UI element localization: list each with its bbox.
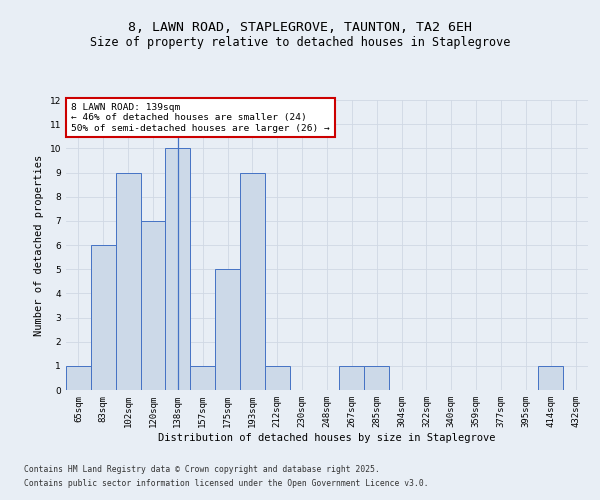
Bar — [116, 172, 140, 390]
Text: 8 LAWN ROAD: 139sqm
← 46% of detached houses are smaller (24)
50% of semi-detach: 8 LAWN ROAD: 139sqm ← 46% of detached ho… — [71, 103, 330, 132]
Bar — [240, 172, 265, 390]
Bar — [538, 366, 563, 390]
Bar — [265, 366, 290, 390]
Text: Size of property relative to detached houses in Staplegrove: Size of property relative to detached ho… — [90, 36, 510, 49]
Bar — [91, 245, 116, 390]
Text: Contains HM Land Registry data © Crown copyright and database right 2025.: Contains HM Land Registry data © Crown c… — [24, 466, 380, 474]
Bar — [166, 148, 190, 390]
Bar — [215, 269, 240, 390]
Bar — [190, 366, 215, 390]
Bar — [66, 366, 91, 390]
Bar — [364, 366, 389, 390]
Text: 8, LAWN ROAD, STAPLEGROVE, TAUNTON, TA2 6EH: 8, LAWN ROAD, STAPLEGROVE, TAUNTON, TA2 … — [128, 21, 472, 34]
Y-axis label: Number of detached properties: Number of detached properties — [34, 154, 44, 336]
X-axis label: Distribution of detached houses by size in Staplegrove: Distribution of detached houses by size … — [158, 432, 496, 442]
Bar — [140, 221, 166, 390]
Bar — [340, 366, 364, 390]
Text: Contains public sector information licensed under the Open Government Licence v3: Contains public sector information licen… — [24, 479, 428, 488]
